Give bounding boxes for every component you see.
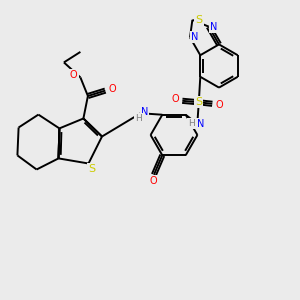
- Text: S: S: [195, 97, 203, 107]
- Text: O: O: [215, 100, 223, 110]
- Text: O: O: [149, 176, 157, 186]
- Text: O: O: [172, 94, 179, 104]
- Text: O: O: [108, 83, 116, 94]
- Text: N: N: [141, 107, 148, 117]
- Text: N: N: [197, 119, 205, 129]
- Text: S: S: [88, 164, 96, 174]
- Text: H: H: [188, 119, 195, 128]
- Text: N: N: [210, 22, 217, 32]
- Text: S: S: [195, 15, 203, 25]
- Text: H: H: [135, 114, 142, 123]
- Text: N: N: [191, 32, 199, 42]
- Text: O: O: [70, 70, 78, 80]
